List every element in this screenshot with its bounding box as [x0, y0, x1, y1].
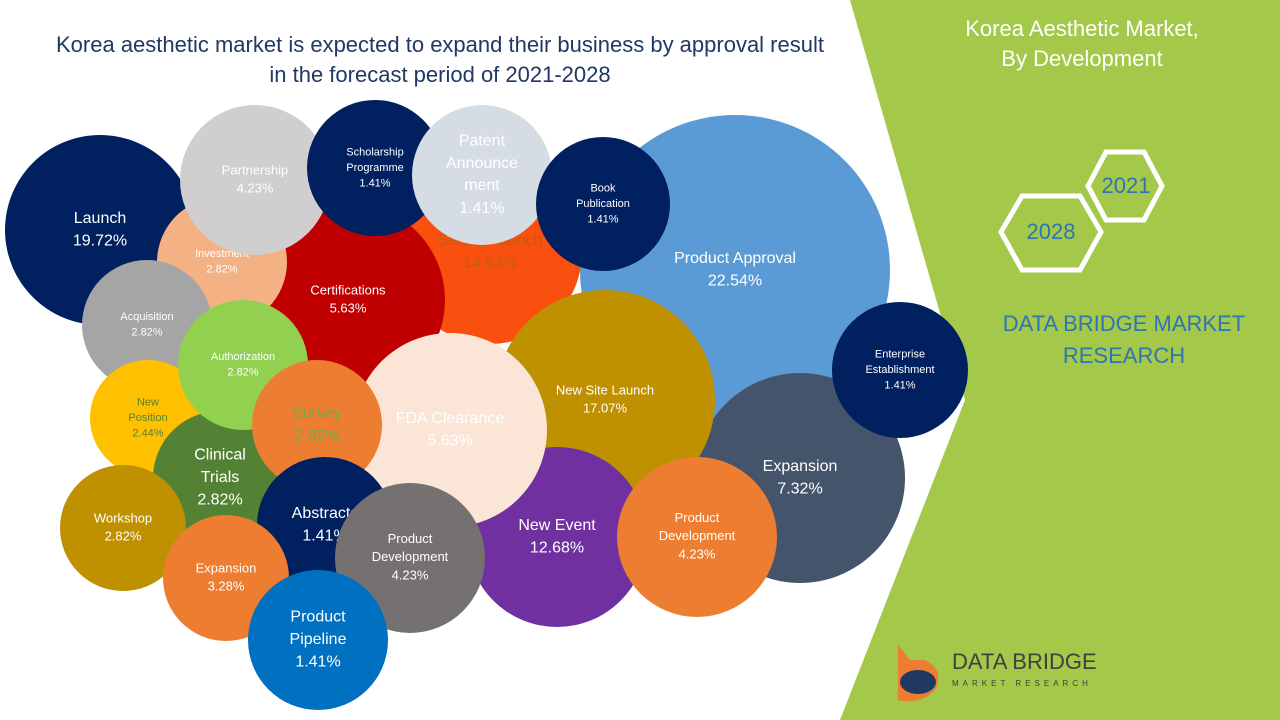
bubble-label: Book Publication — [576, 183, 630, 210]
value-label: 1.41% — [359, 177, 390, 189]
bubble-label: Launch — [74, 210, 127, 227]
value-label: 2.82% — [206, 264, 237, 276]
bubble-label: Product Development — [659, 510, 736, 543]
year-start: 2021 — [1102, 173, 1151, 198]
value-label: 2.82% — [105, 529, 142, 544]
value-label: 3.28% — [208, 579, 245, 594]
bubble-label: New Event — [518, 517, 596, 534]
value-label: 2.82% — [197, 492, 242, 509]
logo-name: DATA BRIDGE — [952, 649, 1097, 674]
value-label: 5.63% — [330, 301, 367, 316]
bubble-label: Scholarship Programme — [346, 147, 403, 174]
value-label: 7.32% — [777, 480, 822, 497]
chart-title: Korea aesthetic market is expected to ex… — [56, 32, 824, 87]
bubble-label: Authorization — [211, 351, 275, 363]
value-label: 19.72% — [73, 232, 127, 249]
bubble-label: Clinical Trials — [194, 447, 246, 486]
bubble — [153, 411, 287, 545]
value-label: 1.41% — [295, 654, 340, 671]
value-label: 22.54% — [708, 272, 762, 289]
value-label: 4.23% — [237, 181, 274, 196]
bubble-label: Expansion — [196, 560, 257, 575]
bubble — [353, 333, 547, 527]
bubble-label: Product Pipeline — [290, 609, 347, 648]
bubble — [60, 465, 186, 591]
value-label: 1.41% — [884, 379, 915, 391]
bubble — [536, 137, 670, 271]
bubble-label: Certifications — [310, 282, 386, 297]
bubble — [307, 100, 443, 236]
bubble-label: Product Approval — [674, 250, 796, 267]
bubble — [832, 302, 968, 438]
logo-sub: MARKET RESEARCH — [952, 679, 1092, 688]
value-label: 2.82% — [131, 327, 162, 339]
value-label: 2.82% — [227, 367, 258, 379]
value-label: 2.82% — [294, 427, 339, 444]
bubble-label: Patent Announce ment — [446, 133, 518, 195]
brand-text: DATA BRIDGE MARKET RESEARCH — [1003, 311, 1245, 368]
bubble-label: New Position — [128, 397, 167, 424]
bubble-label: Investment — [195, 248, 249, 260]
bubble — [617, 457, 777, 617]
bubble-label: Acquisition — [120, 311, 173, 323]
bubble-label: Partnership — [222, 162, 288, 177]
value-label: 1.41% — [459, 200, 504, 217]
bubble-label: FDA Clearance — [396, 410, 505, 427]
bubble-label: Survey — [292, 405, 342, 422]
bubbles: Product Approval 22.54% Expansion 7.32% Laun… — [5, 100, 968, 710]
bubble-label: Product Development — [372, 531, 449, 564]
value-label: 4.23% — [392, 568, 429, 583]
bubble-label: Abstracts — [292, 505, 359, 522]
bubble — [412, 105, 552, 245]
bubble-label: Enterprise Establishment — [865, 349, 934, 376]
side-panel — [840, 0, 1280, 720]
value-label: 4.23% — [679, 547, 716, 562]
hexagon — [1085, 149, 1165, 223]
bubble — [252, 360, 382, 490]
value-label: 17.07% — [583, 401, 628, 416]
logo-mark — [900, 670, 936, 694]
bubble — [335, 483, 485, 633]
value-label: 1.41% — [302, 527, 347, 544]
bubble — [248, 570, 388, 710]
value-label: 12.68% — [530, 539, 584, 556]
bubble-label: Workshop — [94, 510, 152, 525]
value-label: 1.41% — [587, 213, 618, 225]
bubble-label: New Site Launch — [556, 382, 654, 397]
hexagon — [998, 193, 1104, 273]
value-label: 5.63% — [427, 432, 472, 449]
bubble-label: Expansion — [763, 458, 838, 475]
panel-heading: Korea Aesthetic Market, By Development — [965, 16, 1199, 71]
bubble — [180, 105, 330, 255]
value-label: 14.63% — [463, 254, 517, 271]
value-label: 2.44% — [132, 427, 163, 439]
year-end: 2028 — [1027, 219, 1076, 244]
